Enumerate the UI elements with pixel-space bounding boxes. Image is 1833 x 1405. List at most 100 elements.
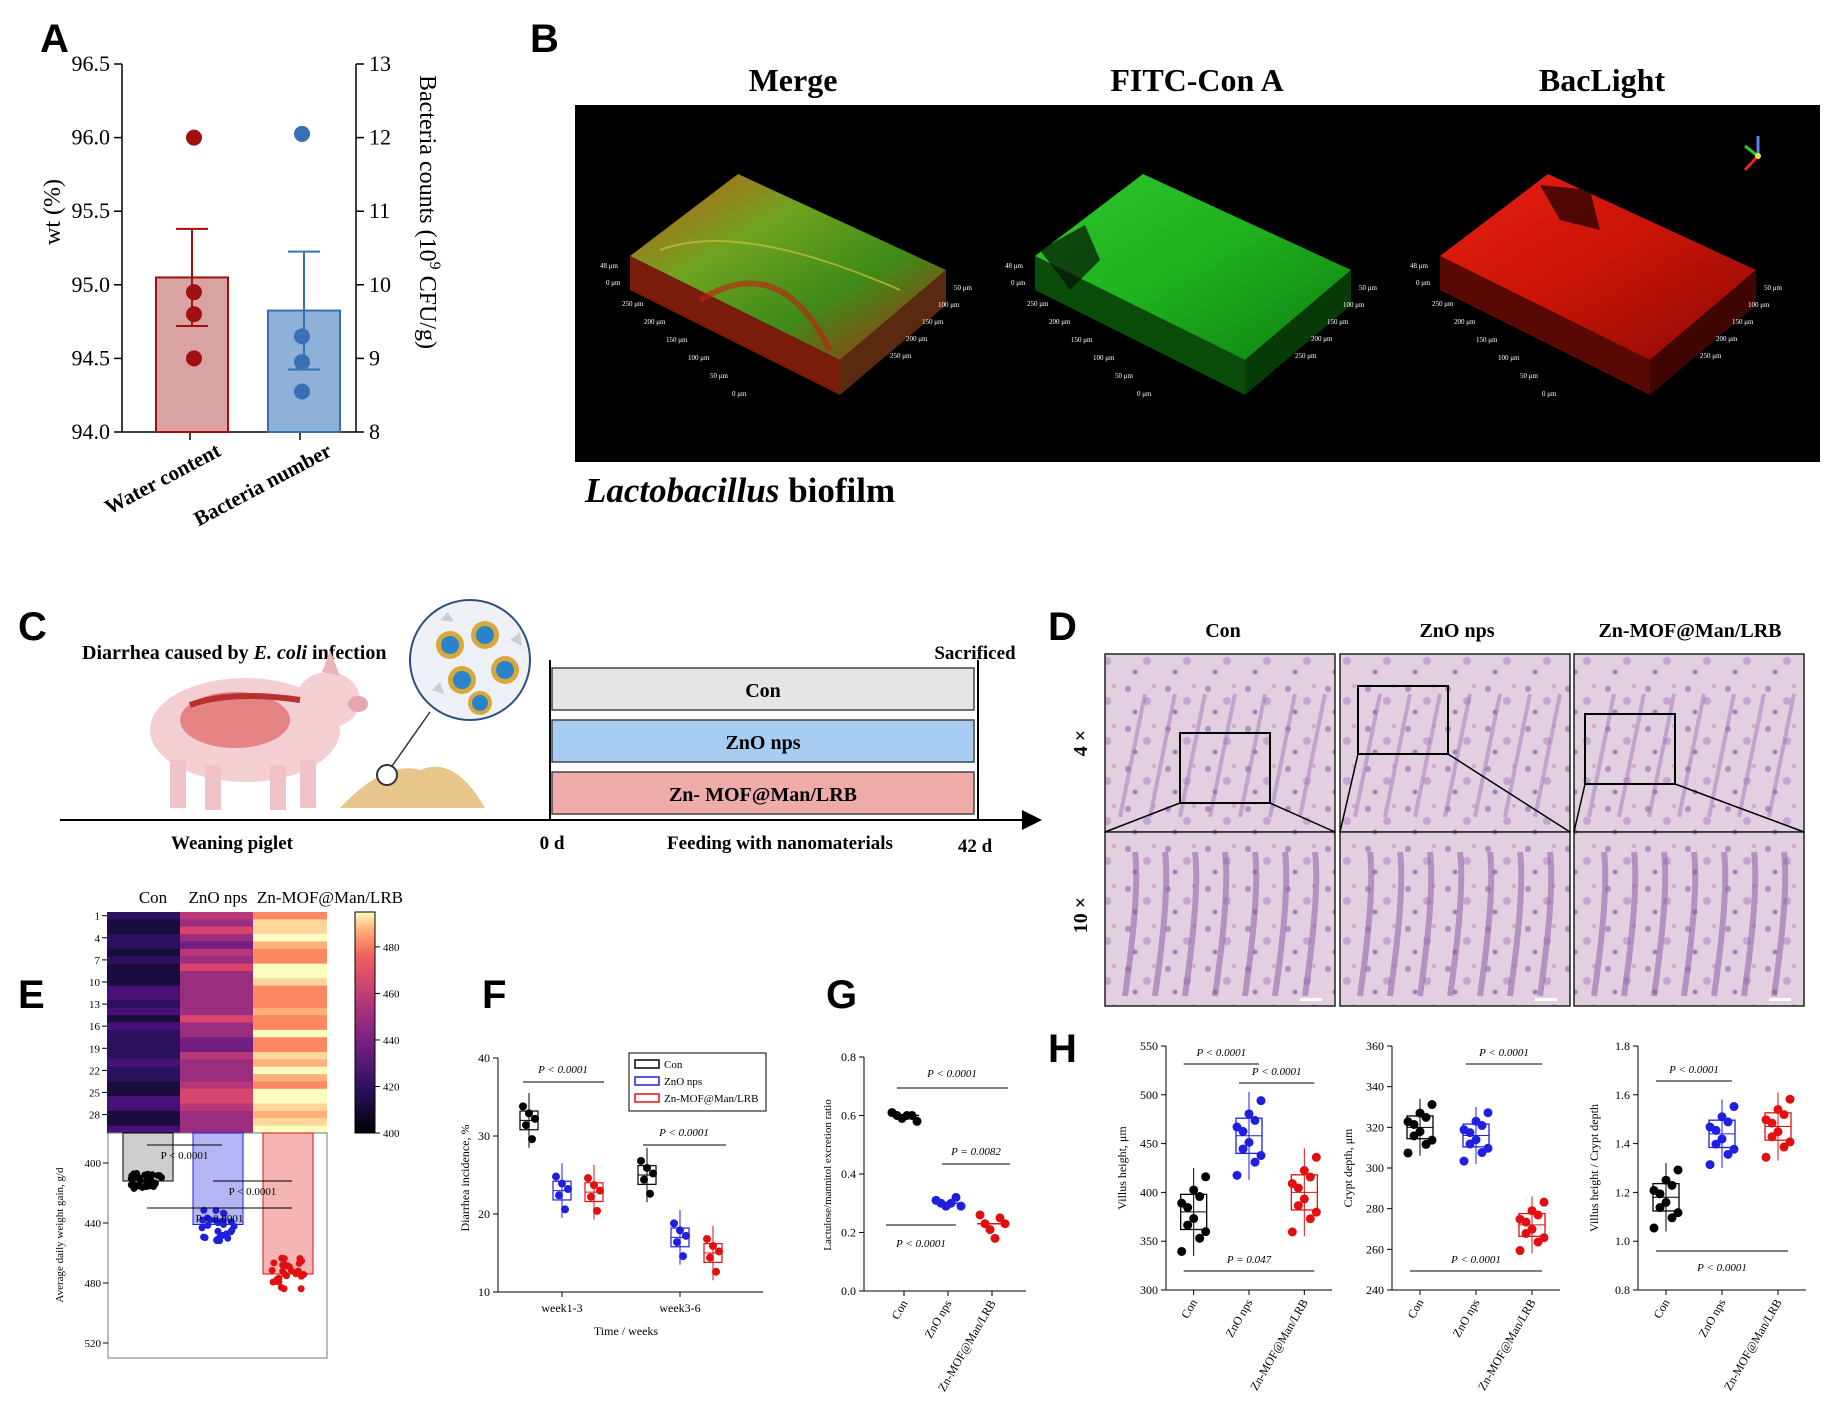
e-heat-cell [180,1096,253,1105]
panel-b: B Merge FITC-Con A BacLight [530,17,1820,510]
h-y-tick-label: 300 [1140,1283,1158,1297]
h-point [1256,1096,1266,1106]
h-point [1667,1180,1677,1190]
g-x-tick-label: Con [888,1298,910,1322]
h-point [1729,1144,1739,1154]
e-point [198,1224,206,1232]
e-heat-cell [253,1066,327,1075]
h-point [1250,1157,1260,1167]
h-point [1661,1175,1671,1185]
h-y-tick-label: 1.6 [1615,1088,1630,1102]
h-point [1427,1135,1437,1145]
e-p-value: P < 0.0001 [229,1186,277,1198]
d-villus-stroke [1383,693,1412,818]
b-title-baclight: BacLight [1539,62,1666,98]
e-col-con: Con [139,888,168,907]
h-x-tick-label: ZnO nps [1223,1296,1256,1339]
e-point [270,1259,278,1267]
e-heat-cell [107,912,180,920]
panel-e-label: E [18,973,45,1017]
h-point [1305,1172,1315,1182]
h-y-tick-label: 360 [1366,1039,1384,1053]
f-point [564,1185,572,1194]
f-point [703,1234,711,1243]
e-y-tick-label: 480 [85,1278,102,1290]
a-bars [155,125,341,433]
h-point [1711,1139,1721,1149]
d-villus-stroke [1238,693,1267,818]
b-tick-label: 250 μm [622,300,644,308]
h-x-tick-label: ZnO nps [1450,1296,1483,1339]
g-p-value: P < 0.0001 [895,1238,946,1250]
h-x-tick-label: Con [1178,1297,1200,1321]
h-y-tick-label: 1.2 [1615,1185,1630,1199]
h-point [1183,1220,1193,1230]
e-row-tick-label: 1 [95,911,101,923]
d-villus-stroke [1711,851,1729,997]
h-y-tick-label: 1.4 [1615,1137,1630,1151]
e-point [296,1254,304,1262]
b-merge-image [630,174,946,395]
panel-d-label: D [1048,605,1077,649]
h-p-value: P < 0.0001 [1450,1254,1501,1266]
h-y-tick-label: 0.8 [1615,1283,1630,1297]
d-villus-stroke [1771,851,1789,997]
h-point [1483,1108,1493,1118]
h-point [1427,1100,1437,1110]
e-row-tick-label: 13 [89,999,101,1011]
b-tick-label: 100 μm [1093,354,1115,362]
e-heat-cell [107,1066,180,1075]
e-heat-cell [253,1059,327,1068]
e-heat-cell [253,941,327,950]
h-point [1183,1203,1193,1213]
h-chart-crypt-depth: 240 260 280 300 320 340 360 Crypt depth, μm Con Z… [1341,1039,1560,1393]
e-heat-cell [107,1007,180,1016]
b-tick-label: 100 μm [1498,354,1520,362]
e-colorbar-label: 420 [383,1081,400,1093]
f-legend-swatch [634,1076,660,1086]
d-villus-stroke [1353,693,1382,818]
h-y-label: Villus height, μm [1115,1126,1129,1210]
a-point-water [186,129,202,146]
d-villus-stroke [1447,851,1465,997]
d-villus-stroke [1208,693,1237,818]
e-heat-cell [180,956,253,965]
h-chart-villus-height: 300 350 400 450 500 550 Villus height, μm Con Zn… [1115,1039,1332,1393]
f-point [643,1163,651,1172]
g-y-tick-label: 0.8 [841,1050,856,1064]
h-p-value: P < 0.0001 [1195,1047,1246,1059]
a-left-tick-label: 94.5 [72,345,111,370]
h-point [1201,1227,1211,1237]
f-point [676,1226,684,1235]
panel-e: E Con ZnO nps Zn-MOF@Man/LRB 1 4 7 10 13 16 19… [18,888,403,1359]
g-point [912,1116,922,1126]
f-point [637,1156,645,1165]
d-villus-stroke [1537,851,1555,997]
h-point [1539,1233,1549,1243]
d-row-4x: 4 × [1070,730,1092,756]
g-point [946,1198,956,1208]
e-heat-cell [253,985,327,994]
e-heat-cell [107,941,180,950]
f-point [706,1253,714,1262]
e-heat-cell [253,1015,327,1023]
b-tick-label: 100 μm [688,354,710,362]
d-villus-stroke [1587,693,1616,818]
b-tick-label: 250 μm [1432,300,1454,308]
d-villus-stroke [1242,851,1260,997]
f-point [682,1231,690,1240]
e-point [297,1285,305,1293]
h-x-tick-label: ZnO nps [1696,1296,1729,1339]
h-point [1673,1165,1683,1175]
h-point [1779,1142,1789,1152]
e-heat-cell [253,1125,327,1134]
b-tick-label: 0 μm [1011,279,1026,287]
h-y-tick-label: 300 [1366,1161,1384,1175]
e-heat-cell [180,1125,253,1134]
f-point [531,1114,539,1123]
h-y-tick-label: 500 [1140,1088,1158,1102]
e-heat-cell [107,1088,180,1097]
e-heat-cell [107,1118,180,1127]
e-heat-cell [180,1022,253,1031]
e-heat-cell [180,1066,253,1075]
